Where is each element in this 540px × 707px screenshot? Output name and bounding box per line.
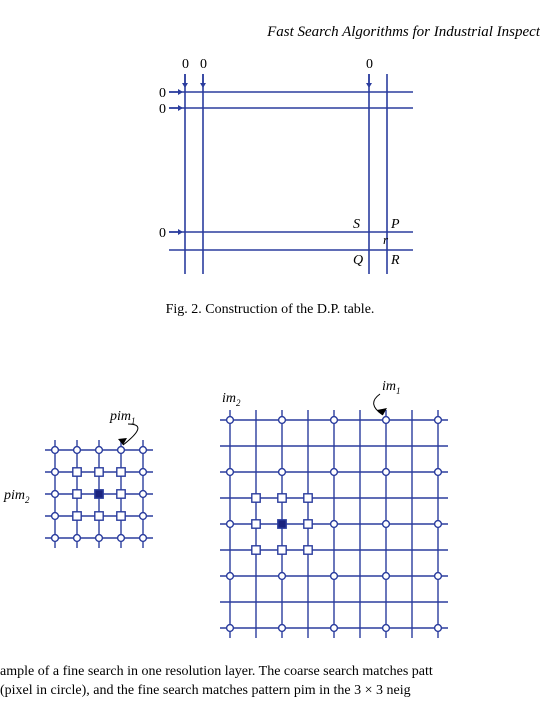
fig2-caption: Fig. 2. Construction of the D.P. table.	[0, 302, 540, 318]
svg-text:0: 0	[366, 57, 373, 72]
svg-text:R: R	[390, 253, 400, 268]
running-header: Fast Search Algorithms for Industrial In…	[0, 24, 540, 41]
bottom-paragraph: ample of a fine search in one resolution…	[0, 663, 540, 701]
svg-text:S: S	[353, 217, 360, 232]
fig2-dp-table: 000000SPQRr	[155, 56, 425, 286]
svg-text:im1: im1	[382, 379, 401, 396]
svg-text:0: 0	[159, 102, 166, 117]
svg-text:P: P	[390, 217, 400, 232]
bottom-line-1: ample of a fine search in one resolution…	[0, 664, 433, 679]
svg-text:0: 0	[159, 86, 166, 101]
svg-text:0: 0	[159, 226, 166, 241]
svg-text:Q: Q	[353, 253, 363, 268]
svg-text:0: 0	[200, 57, 207, 72]
svg-text:im2: im2	[222, 391, 241, 408]
fig3-resolution-layer: pim1 pim2 im2 im1	[0, 360, 540, 670]
svg-text:pim1: pim1	[109, 409, 136, 426]
bottom-line-2: (pixel in circle), and the fine search m…	[0, 683, 411, 698]
svg-text:pim2: pim2	[3, 488, 30, 505]
svg-text:r: r	[383, 232, 389, 247]
svg-text:0: 0	[182, 57, 189, 72]
